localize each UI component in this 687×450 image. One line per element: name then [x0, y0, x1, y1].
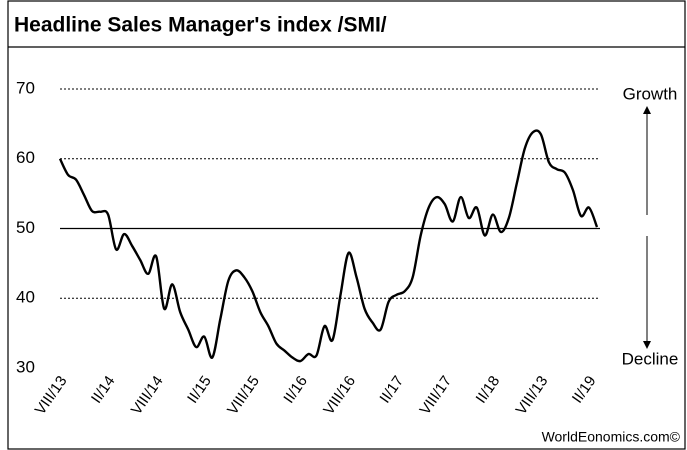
x-tick-label: II/16	[280, 373, 311, 407]
x-tick-label: II/15	[184, 373, 215, 407]
y-tick-label: 30	[16, 357, 35, 376]
growth-arrow	[643, 106, 651, 215]
y-tick-label: 60	[16, 148, 35, 167]
x-tick-label: VIII/13	[32, 373, 71, 418]
source: WorldEonomics.com©	[542, 429, 681, 445]
x-tick-label: II/19	[569, 373, 600, 407]
x-tick-label: VIII/14	[128, 373, 167, 418]
decline-label: Decline	[622, 349, 679, 368]
y-tick-label: 50	[16, 218, 35, 237]
chart-title: Headline Sales Manager's index /SMI/	[14, 14, 387, 37]
x-tick-label: II/17	[376, 373, 407, 407]
x-tick-label: VIII/17	[416, 373, 455, 418]
x-tick-label: VIII/16	[320, 373, 359, 418]
growth-label: Growth	[623, 84, 678, 103]
y-tick-label: 70	[16, 78, 35, 97]
x-tick-label: VIII/13	[513, 373, 552, 418]
x-tick-label: II/18	[473, 373, 504, 407]
line	[58, 129, 599, 363]
y-tick-label: 40	[16, 288, 35, 307]
x-tick-label: II/14	[88, 373, 119, 407]
x-tick-label: VIII/15	[224, 373, 263, 418]
frame	[7, 0, 686, 450]
decline-arrow	[643, 236, 651, 349]
